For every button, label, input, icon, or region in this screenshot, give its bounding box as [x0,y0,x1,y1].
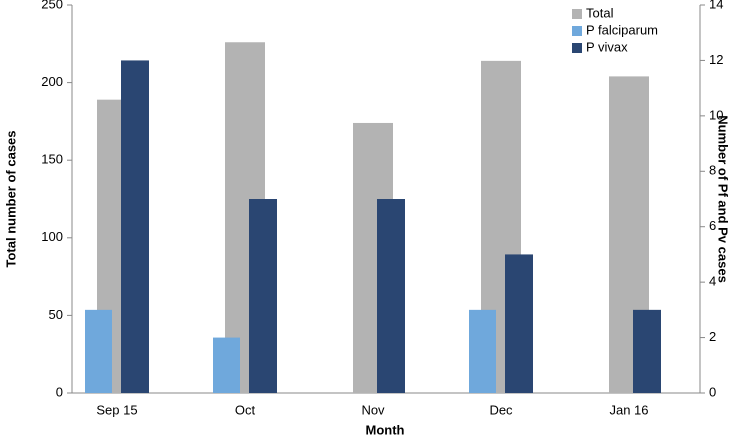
y2-tick-label: 2 [709,329,716,344]
y-tick-label: 50 [49,307,63,322]
y2-tick-label: 4 [709,274,716,289]
legend-swatch [572,26,582,36]
x-tick-label: Oct [235,402,256,417]
x-tick-label: Sep 15 [96,402,137,417]
x-tick-label: Dec [489,402,513,417]
bar [213,337,240,393]
bar [85,309,112,393]
bar [505,254,533,393]
x-tick-label: Jan 16 [609,402,648,417]
y-tick-label: 0 [56,384,63,399]
y-axis-title: Total number of cases [3,130,18,267]
y-tick-label: 150 [41,152,63,167]
y-tick-label: 100 [41,229,63,244]
bar [121,60,149,394]
bar [377,199,405,393]
legend-swatch [572,43,582,53]
legend-swatch [572,9,582,19]
legend-label: Total [586,5,614,20]
x-axis-title: Month [366,422,405,437]
y2-tick-label: 0 [709,384,716,399]
x-tick-label: Nov [361,402,385,417]
bar [469,309,496,393]
bar [249,199,277,393]
legend-label: P vivax [586,39,628,54]
y2-axis-title: Number of Pf and Pv cases [716,115,731,283]
y-tick-label: 200 [41,74,63,89]
y2-tick-label: 14 [709,0,723,11]
y-tick-label: 250 [41,0,63,11]
bar [633,309,661,393]
y2-tick-label: 12 [709,52,723,67]
y2-tick-label: 6 [709,218,716,233]
y2-tick-label: 8 [709,163,716,178]
legend-label: P falciparum [586,22,658,37]
y2-tick-label: 10 [709,107,723,122]
